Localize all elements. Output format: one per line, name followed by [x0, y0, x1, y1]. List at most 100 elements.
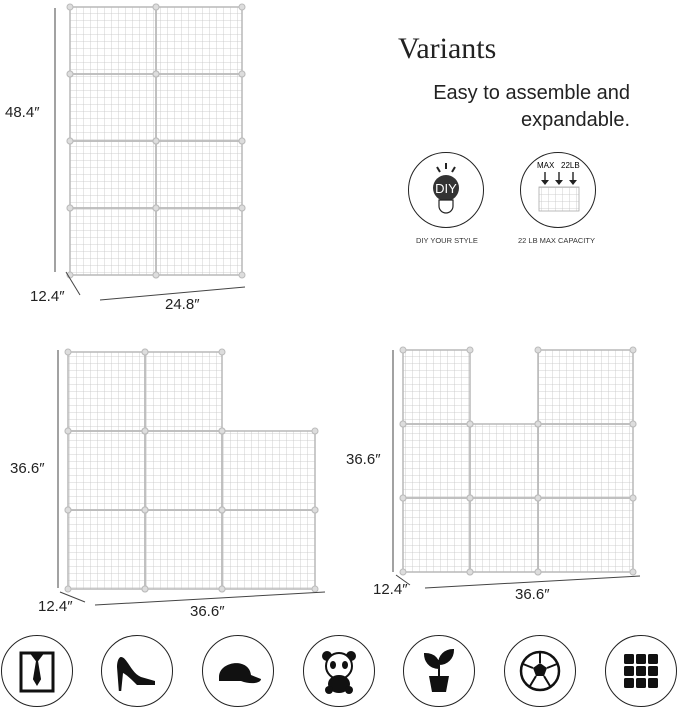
- connector: [218, 506, 226, 514]
- variant3-depth-label: 12.4″: [373, 581, 408, 598]
- subtitle: Easy to assemble and expandable.: [395, 80, 630, 134]
- variant2-height-label: 36.6″: [10, 460, 45, 477]
- connector: [141, 585, 149, 593]
- diy-text: DIY: [435, 181, 457, 196]
- connector: [534, 494, 542, 502]
- connector: [311, 506, 319, 514]
- max-text: MAX: [537, 161, 555, 170]
- connector: [534, 568, 542, 576]
- connector: [466, 420, 474, 428]
- wire-cube: [69, 207, 157, 276]
- variant1-depth-label: 12.4″: [30, 288, 65, 305]
- grid-square: [648, 666, 658, 676]
- wire-cube: [469, 497, 539, 573]
- connector: [534, 420, 542, 428]
- wire-cube: [155, 207, 243, 276]
- connector: [466, 346, 474, 354]
- wire-cube: [402, 423, 471, 499]
- use-icon-ball: [504, 635, 576, 707]
- connector: [399, 346, 407, 354]
- wire-cube: [537, 349, 634, 425]
- connector: [534, 346, 542, 354]
- potted-plant-icon: [423, 648, 455, 692]
- connector: [399, 420, 407, 428]
- connector: [152, 70, 160, 78]
- grid-square: [624, 666, 634, 676]
- connector: [141, 506, 149, 514]
- variant3-width-label: 36.6″: [515, 586, 550, 603]
- connector: [141, 348, 149, 356]
- connector: [64, 506, 72, 514]
- variant2-depth-label: 12.4″: [38, 598, 73, 615]
- use-icon-heel: [101, 635, 173, 707]
- dimension-lines: [54, 8, 641, 606]
- use-icon-panda: [303, 635, 375, 707]
- connector: [466, 568, 474, 576]
- use-icon-cap: [202, 635, 274, 707]
- wire-cube: [537, 423, 634, 499]
- page-title: Variants: [398, 32, 497, 65]
- use-icon-plant: [403, 635, 475, 707]
- capacity-caption: 22 LB MAX CAPACITY: [518, 236, 595, 245]
- wire-cube: [155, 6, 243, 75]
- connector: [141, 427, 149, 435]
- connector: [64, 585, 72, 593]
- connector: [152, 204, 160, 212]
- wire-cube: [144, 351, 223, 432]
- connector: [629, 346, 637, 354]
- wire-cube: [221, 430, 316, 511]
- grid-square: [624, 678, 634, 688]
- variant1-height-label: 48.4″: [5, 104, 40, 121]
- shirt-tie-icon: [19, 651, 55, 693]
- subtitle-line: expandable.: [521, 109, 630, 131]
- connector: [66, 70, 74, 78]
- variant3-height-label: 36.6″: [346, 451, 381, 468]
- connector: [218, 427, 226, 435]
- connector: [64, 348, 72, 356]
- wire-cube: [469, 423, 539, 499]
- diy-badge: DIY: [408, 152, 484, 228]
- capacity-badge: MAX 22LB: [520, 152, 596, 228]
- variant1-width-label: 24.8″: [165, 296, 200, 313]
- wire-cube: [402, 349, 471, 425]
- wire-cube: [67, 430, 146, 511]
- grid-square: [648, 678, 658, 688]
- grid-square: [636, 666, 646, 676]
- use-icon-shirt: [1, 635, 73, 707]
- connector: [66, 3, 74, 11]
- connector: [238, 70, 246, 78]
- connector: [152, 3, 160, 11]
- wire-cube: [537, 497, 634, 573]
- subtitle-line: Easy to assemble and: [433, 82, 630, 104]
- grid-square: [624, 654, 634, 664]
- weight-capacity-icon: MAX 22LB: [537, 161, 580, 212]
- connector: [238, 137, 246, 145]
- connector: [629, 568, 637, 576]
- wire-cube: [144, 430, 223, 511]
- grid-cubes-icon: [624, 654, 658, 688]
- diy-bulb-icon: DIY: [433, 163, 459, 214]
- wire-cube: [67, 351, 146, 432]
- diy-caption: DIY YOUR STYLE: [416, 236, 478, 245]
- connector: [152, 271, 160, 279]
- wire-cube: [144, 509, 223, 590]
- connector: [399, 494, 407, 502]
- wire-cube: [69, 6, 157, 75]
- wire-cube: [402, 497, 471, 573]
- connector: [64, 427, 72, 435]
- wire-cube: [67, 509, 146, 590]
- grid-square: [648, 654, 658, 664]
- connector: [311, 585, 319, 593]
- panda-toy-icon: [322, 651, 356, 694]
- weight-text: 22LB: [561, 161, 580, 170]
- connector: [218, 348, 226, 356]
- wire-cube: [155, 73, 243, 142]
- connector: [629, 494, 637, 502]
- connector: [66, 137, 74, 145]
- soccer-ball-icon: [519, 650, 561, 692]
- wire-cube: [221, 509, 316, 590]
- connector: [238, 271, 246, 279]
- high-heel-icon: [117, 657, 155, 691]
- grid-square: [636, 654, 646, 664]
